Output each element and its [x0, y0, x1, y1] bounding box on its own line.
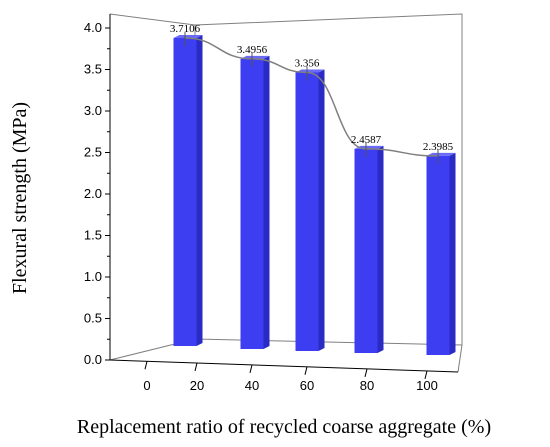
- x-tick-mark: [424, 370, 428, 380]
- floor-right-edge: [457, 344, 463, 373]
- y-tick-label: 3.0: [84, 103, 102, 118]
- chart-3d-frame: [109, 13, 463, 373]
- bar-front: [240, 58, 264, 349]
- x-tick-mark: [144, 361, 148, 370]
- trend-line: [184, 32, 439, 164]
- bar-top: [173, 35, 203, 39]
- bar: [426, 152, 456, 355]
- x-tick-mark: [194, 362, 198, 372]
- y-tick-label: 2.5: [84, 145, 102, 160]
- bar-front: [354, 148, 378, 353]
- x-tick-mark: [249, 364, 253, 374]
- y-tick-label: 0.0: [84, 352, 102, 367]
- data-label: 3.4956: [237, 44, 268, 56]
- x-tick-label: 20: [190, 378, 204, 393]
- data-label: 2.4587: [351, 134, 382, 146]
- data-label: 3.356: [295, 57, 320, 69]
- data-label: 3.7106: [170, 23, 201, 35]
- y-tick-label: 1.0: [84, 269, 102, 284]
- x-tick-label: 100: [416, 378, 438, 393]
- x-axis-line: [109, 359, 459, 373]
- bar-front: [295, 72, 319, 352]
- bar: [295, 69, 325, 352]
- bar-side: [196, 35, 203, 346]
- y-tick-label: 1.5: [84, 228, 102, 243]
- x-axis-title: Replacement ratio of recycled coarse agg…: [77, 416, 491, 438]
- bar: [240, 55, 270, 349]
- x-axis: 0 20 40 60 80 100: [143, 361, 438, 393]
- back-floor-edge: [194, 338, 463, 346]
- bar-side: [318, 69, 325, 352]
- bar-side: [449, 152, 456, 355]
- bar-front: [426, 155, 450, 355]
- y-tick-label: 2.0: [84, 186, 102, 201]
- back-wall: [194, 13, 463, 345]
- top-left-edge: [109, 13, 196, 26]
- x-tick-label: 80: [360, 378, 374, 393]
- x-tick-mark: [304, 366, 308, 375]
- y-axis: 0.0 0.5 1.0 1.5 2.0 2.5 3.0 3.5 4.0: [84, 14, 111, 367]
- x-tick-label: 40: [245, 378, 259, 393]
- y-axis-title: Flexural strength (MPa): [9, 102, 31, 294]
- bar-front: [173, 38, 197, 346]
- bars: [173, 35, 456, 355]
- x-tick-label: 60: [300, 378, 314, 393]
- y-tick-label: 0.5: [84, 311, 102, 326]
- bar: [354, 145, 384, 353]
- bar-side: [263, 55, 270, 349]
- data-labels: 3.7106 3.4956 3.356 2.4587 2.3985: [170, 23, 454, 153]
- bar-side: [377, 145, 384, 353]
- y-tick-label: 4.0: [84, 20, 102, 35]
- x-tick-label: 0: [143, 378, 150, 393]
- x-tick-mark: [364, 368, 368, 377]
- data-label: 2.3985: [423, 141, 454, 153]
- y-tick-label: 3.5: [84, 62, 102, 77]
- bar: [173, 35, 203, 346]
